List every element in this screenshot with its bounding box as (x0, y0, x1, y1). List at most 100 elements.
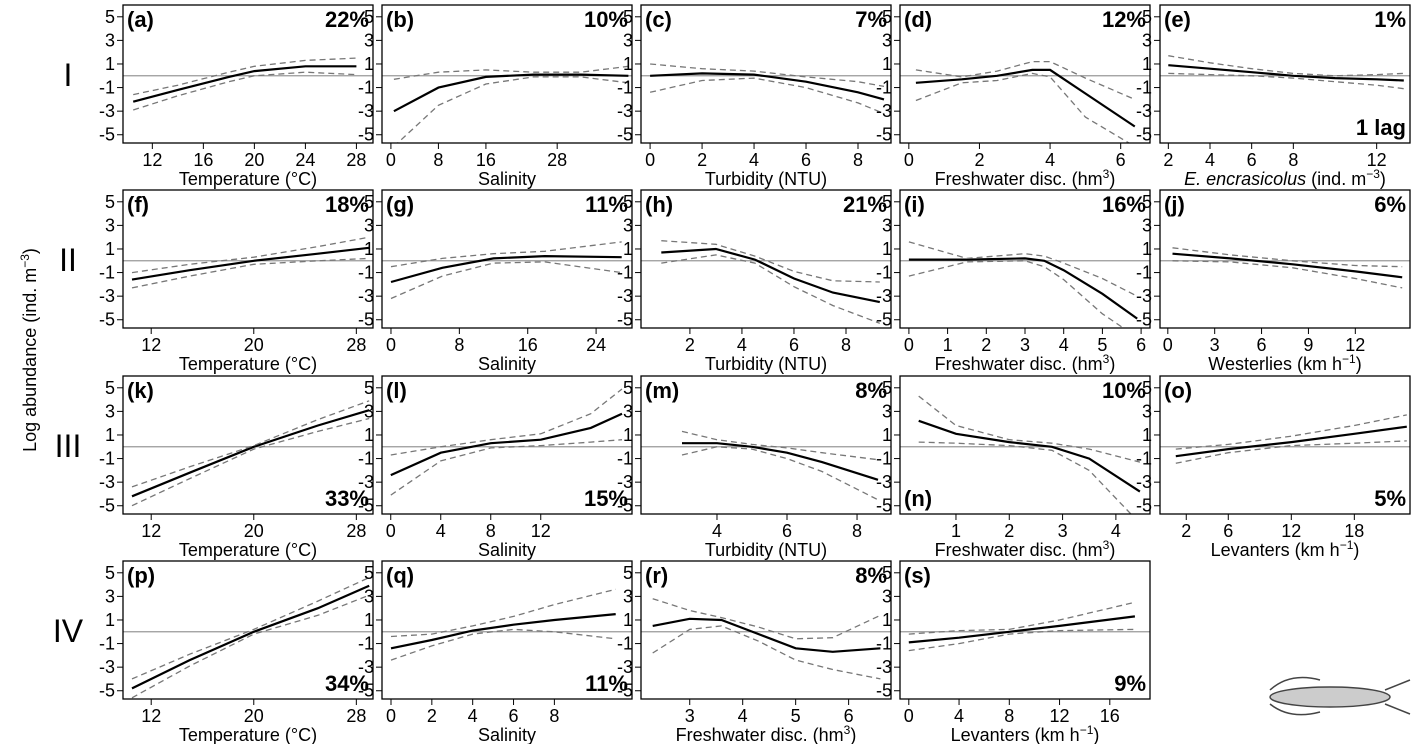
x-tick-label: 12 (1367, 150, 1387, 170)
x-tick-label: 3 (1020, 335, 1030, 355)
x-axis-label: Freshwater disc. (hm3) (935, 167, 1116, 189)
label-part: Temperature (°C) (179, 540, 317, 560)
y-tick-label: -1 (358, 263, 374, 283)
x-tick-label: 8 (853, 150, 863, 170)
fit-line (1168, 64, 1404, 82)
x-axis-label: Freshwater disc. (hm3) (935, 352, 1116, 374)
panel-label: (m) (645, 378, 679, 403)
y-tick-label: -1 (617, 449, 633, 469)
x-tick-label: 24 (586, 335, 606, 355)
confidence-band (661, 240, 880, 283)
panel-label: (r) (645, 563, 668, 588)
percent-label: 9% (1114, 671, 1146, 696)
y-tick-label: -5 (617, 496, 633, 516)
y-tick-label: 3 (623, 586, 633, 606)
fit-line (908, 257, 1138, 320)
fit-line (918, 419, 1141, 493)
label-part: E. encrasicolus (1184, 169, 1306, 189)
x-tick-label: 0 (904, 335, 914, 355)
x-axis-label: Temperature (°C) (179, 725, 317, 744)
plot-frame (381, 4, 633, 144)
x-tick-label: 6 (1247, 150, 1257, 170)
confidence-band (649, 77, 885, 115)
panel-label: (c) (645, 7, 672, 32)
x-axis-label: Temperature (°C) (179, 169, 317, 189)
y-tick-label: -3 (1136, 286, 1152, 306)
label-part: Freshwater disc. (hm (935, 540, 1103, 560)
y-tick-label: 1 (882, 610, 892, 630)
x-axis-label: Temperature (°C) (179, 540, 317, 560)
x-tick-label: 16 (1100, 706, 1120, 726)
x-axis-label: Levanters (km h−1) (951, 723, 1100, 744)
label-part: 3 (1103, 167, 1110, 181)
fit-line (131, 584, 370, 690)
label-part: −3 (1366, 167, 1380, 181)
y-tick-label: 3 (105, 215, 115, 235)
y-tick-label: -1 (358, 449, 374, 469)
panel: -5 -3 -1 1 3 5 2 4 6 8 Turbidity (NTU) (h) 21% (617, 189, 892, 374)
plot-frame (1159, 189, 1411, 329)
percent-label: 5% (1374, 486, 1406, 511)
label-part: Freshwater disc. (hm (935, 354, 1103, 374)
label-part: Turbidity (NTU) (705, 354, 827, 374)
y-tick-label: 1 (364, 610, 374, 630)
confidence-band (396, 76, 629, 143)
y-tick-label: 1 (623, 239, 633, 259)
y-tick-label: 1 (1142, 425, 1152, 445)
x-tick-label: 28 (346, 521, 366, 541)
panel-label: (g) (386, 192, 414, 217)
y-tick-label: -1 (876, 78, 892, 98)
x-tick-label: 2 (1004, 521, 1014, 541)
y-tick-label: -5 (876, 681, 892, 701)
confidence-band (652, 598, 881, 640)
x-tick-label: 6 (801, 150, 811, 170)
y-tick-label: 5 (105, 563, 115, 583)
x-axis-label: Freshwater disc. (hm3) (935, 538, 1116, 560)
label-part: ) (850, 725, 856, 744)
confidence-band (1172, 247, 1403, 268)
y-tick-label: 5 (364, 192, 374, 212)
x-tick-label: 4 (737, 335, 747, 355)
y-tick-label: 1 (623, 610, 633, 630)
x-tick-label: 12 (1281, 521, 1301, 541)
y-tick-label: 3 (364, 215, 374, 235)
y-tick-label: 3 (623, 401, 633, 421)
plot-frame (122, 560, 374, 700)
y-tick-label: -3 (1136, 101, 1152, 121)
y-tick-label: 5 (1142, 192, 1152, 212)
y-tick-label: -1 (876, 634, 892, 654)
y-tick-label: -5 (99, 125, 115, 145)
label-part: ) (1380, 169, 1386, 189)
x-tick-label: 8 (852, 521, 862, 541)
label-part: ) (1356, 354, 1362, 374)
x-tick-label: 8 (841, 335, 851, 355)
x-tick-label: 24 (295, 150, 315, 170)
label-part: −3 (18, 254, 32, 268)
confidence-band (131, 257, 370, 289)
plot-frame (381, 189, 633, 329)
panel: -5 -3 -1 1 3 5 0 8 16 24 Salinity (g) 11% (358, 189, 633, 374)
fit-line (1175, 425, 1407, 458)
panel: -5 -3 -1 1 3 5 0 8 16 28 Salinity (b) 10% (358, 4, 633, 189)
y-tick-label: -5 (358, 681, 374, 701)
y-tick-label: -3 (358, 286, 374, 306)
y-tick-label: -5 (876, 496, 892, 516)
y-tick-label: -5 (99, 681, 115, 701)
x-tick-label: 28 (346, 706, 366, 726)
y-tick-label: -1 (1136, 449, 1152, 469)
y-tick-label: 5 (882, 563, 892, 583)
fit-line (915, 68, 1136, 128)
y-tick-label: 3 (623, 215, 633, 235)
x-axis-label: Salinity (478, 354, 536, 374)
x-tick-label: 6 (509, 706, 519, 726)
percent-label: 10% (584, 7, 628, 32)
panel-label: (b) (386, 7, 414, 32)
x-tick-label: 8 (1288, 150, 1298, 170)
y-tick-label: 1 (364, 239, 374, 259)
panel-label: (h) (645, 192, 673, 217)
plot-frame (899, 560, 1151, 700)
y-tick-label: -3 (1136, 472, 1152, 492)
y-tick-label: -5 (876, 125, 892, 145)
y-tick-label: -5 (358, 310, 374, 330)
